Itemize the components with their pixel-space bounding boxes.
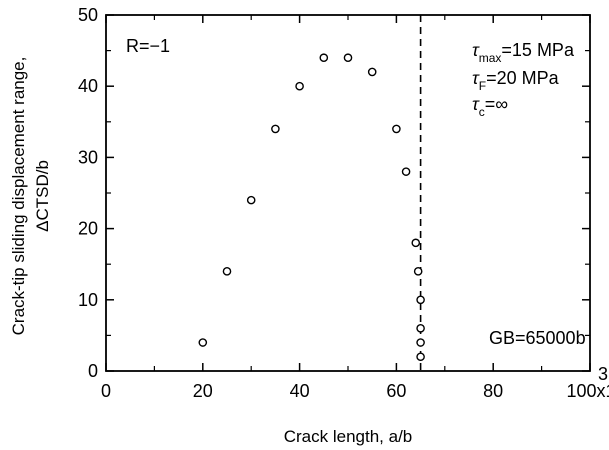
x-tick-exponent: 3 xyxy=(598,364,608,384)
data-point xyxy=(319,53,329,63)
gb-label: GB=65000b xyxy=(489,328,586,348)
x-axis-title: Crack length, a/b xyxy=(284,427,413,446)
tau-max-symbol: τ xyxy=(472,40,480,60)
tau-max-value: =15 MPa xyxy=(501,40,575,60)
r-ratio-label: R=−1 xyxy=(126,36,170,56)
data-point xyxy=(343,53,353,63)
tau-f-subscript: F xyxy=(479,79,486,93)
tau-c-value: =∞ xyxy=(485,94,509,114)
data-point xyxy=(392,124,401,134)
data-point xyxy=(416,352,425,362)
x-tick-labels: 0 20 40 60 80 100x10 xyxy=(101,381,609,401)
y-tick-label: 30 xyxy=(78,147,98,167)
x-tick-label: 20 xyxy=(193,381,213,401)
tau-c-subscript: c xyxy=(479,105,485,119)
y-tick-label: 40 xyxy=(78,76,98,96)
y-tick-labels: 0 10 20 30 40 50 xyxy=(78,5,98,381)
axis-ticks xyxy=(105,14,591,372)
y-tick-label: 50 xyxy=(78,5,98,25)
data-points xyxy=(198,53,425,362)
x-tick-label: 0 xyxy=(101,381,111,401)
tau-max-label: τmax=15 MPa xyxy=(472,40,575,65)
x-tick-label: 80 xyxy=(483,381,503,401)
data-point xyxy=(295,81,304,91)
tau-f-symbol: τ xyxy=(472,68,480,88)
tau-max-subscript: max xyxy=(479,51,502,65)
y-tick-label: 0 xyxy=(88,361,98,381)
y-axis-title-line2: ΔCTSD/b xyxy=(33,160,52,232)
tau-c-label: τc=∞ xyxy=(472,94,508,119)
y-tick-label: 10 xyxy=(78,290,98,310)
data-point xyxy=(401,167,411,176)
y-axis-title-line1: Crack-tip sliding displacement range, xyxy=(9,57,28,336)
data-point xyxy=(411,238,421,248)
x-tick-label: 60 xyxy=(386,381,406,401)
tau-c-symbol: τ xyxy=(472,94,480,114)
data-point xyxy=(413,267,423,276)
data-point xyxy=(271,124,280,134)
data-point xyxy=(416,323,425,333)
data-point xyxy=(416,338,425,347)
x-tick-label: 40 xyxy=(290,381,310,401)
data-point xyxy=(246,195,256,205)
data-point xyxy=(198,338,208,347)
tau-f-value: =20 MPa xyxy=(486,68,560,88)
x-tick-label: 100x10 xyxy=(566,381,609,401)
y-tick-label: 20 xyxy=(78,219,98,239)
data-point xyxy=(416,295,425,305)
tau-f-label: τF=20 MPa xyxy=(472,68,560,93)
data-point xyxy=(367,67,377,77)
data-point xyxy=(222,267,232,276)
